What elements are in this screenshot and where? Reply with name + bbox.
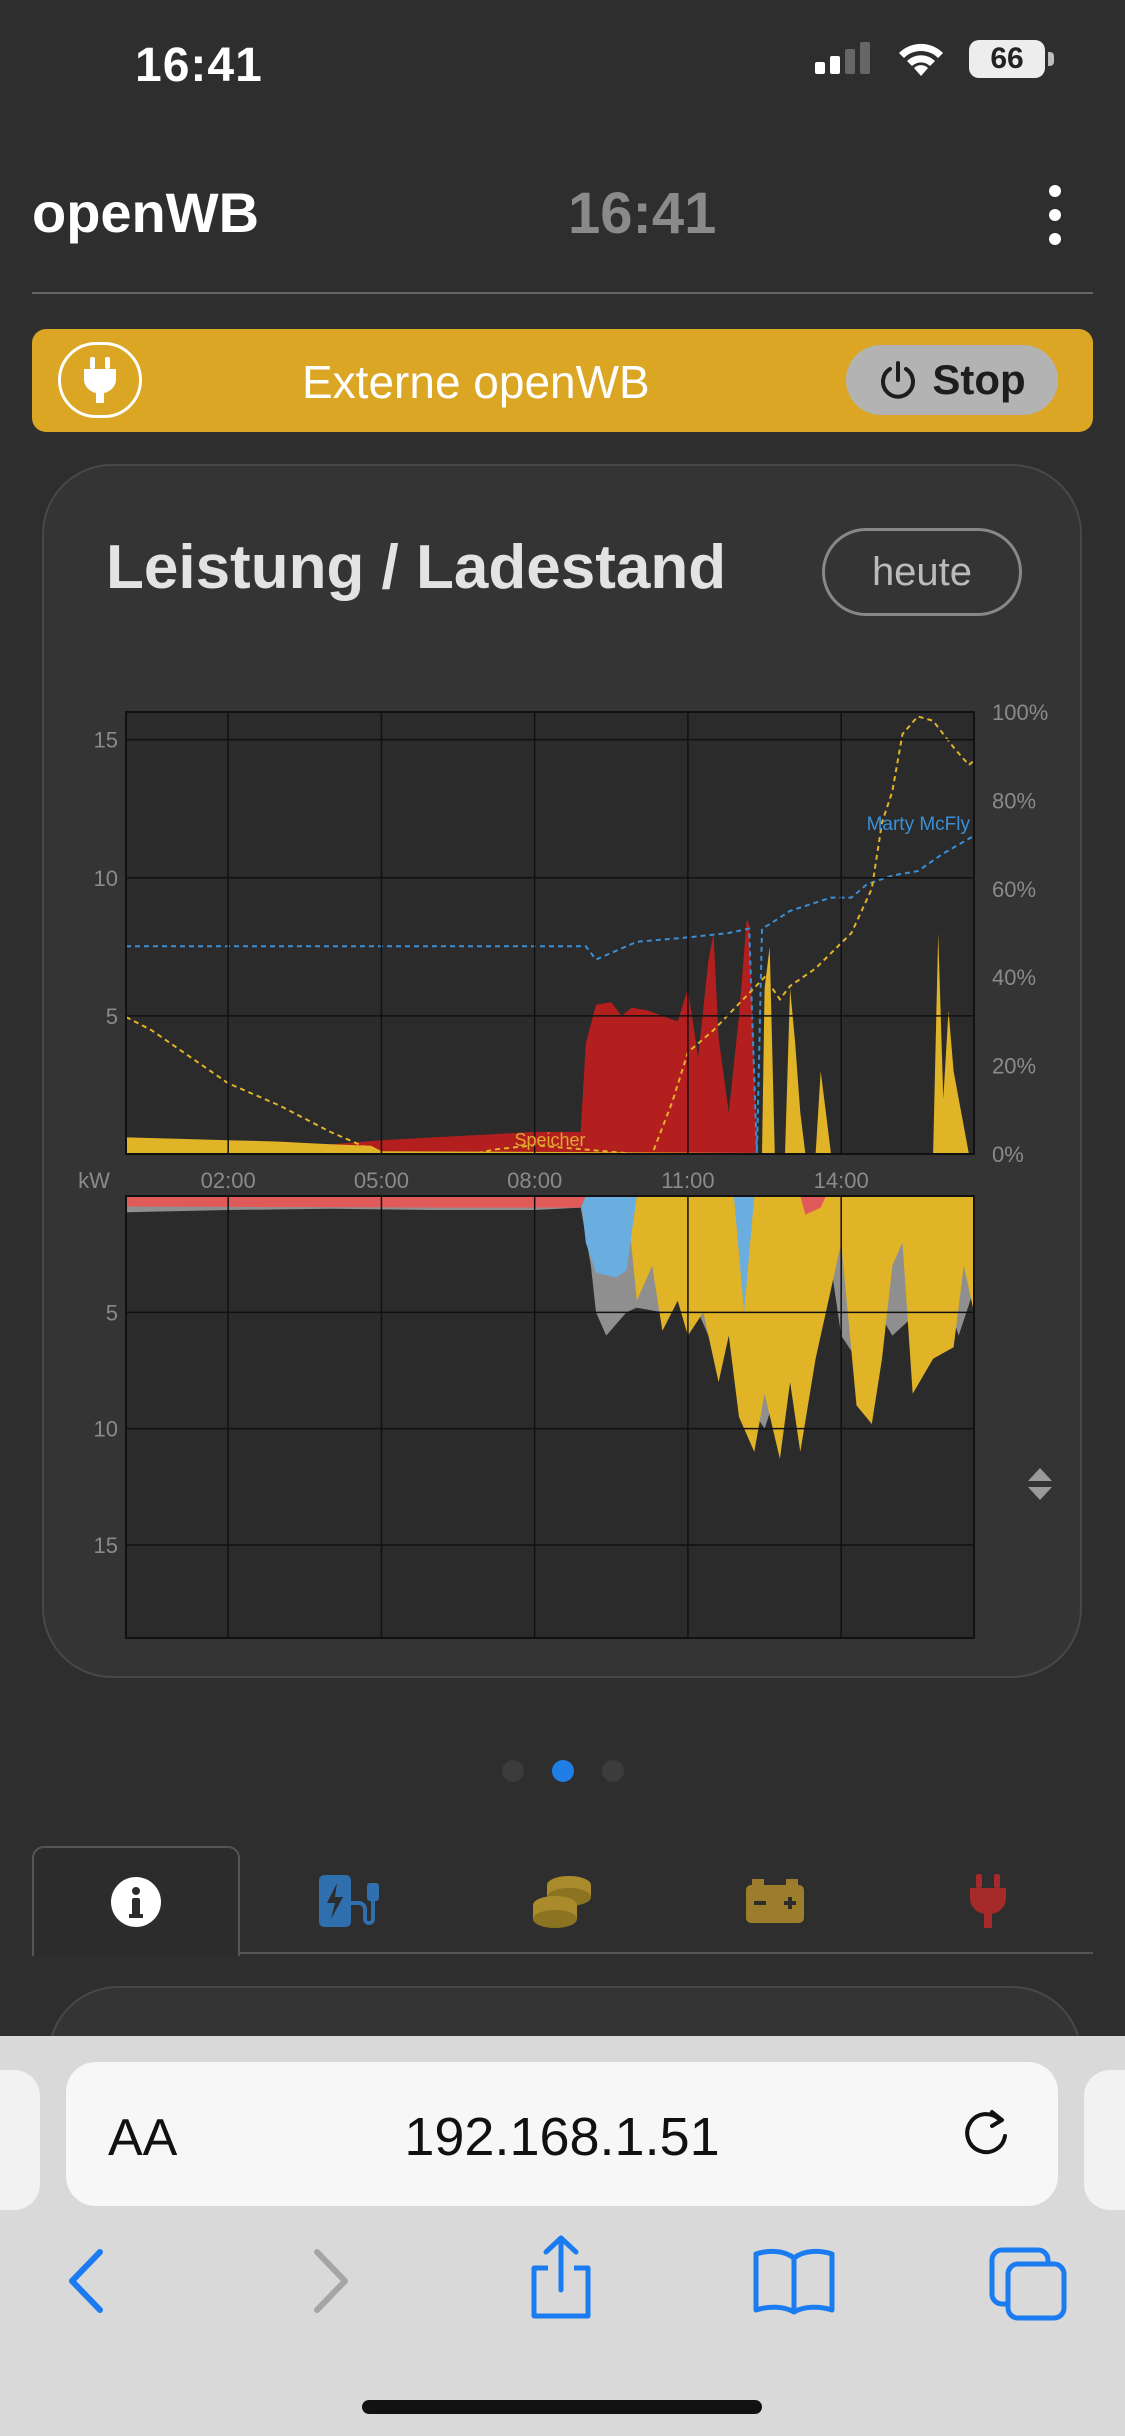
browser-nav (0, 2246, 1125, 2346)
stop-label: Stop (932, 356, 1025, 404)
battery-icon: 66 (969, 40, 1045, 78)
pager-dot[interactable] (602, 1760, 624, 1782)
soc-y-tick-label: 40% (992, 965, 1036, 990)
upper-y-tick-label: 5 (106, 1004, 118, 1029)
share-button[interactable] (526, 2234, 596, 2325)
series-label-speicher: Speicher (514, 1130, 585, 1150)
app-clock: 16:41 (568, 180, 716, 247)
header-divider (32, 292, 1093, 294)
back-button[interactable] (62, 2246, 112, 2321)
soc-y-tick-label: 0% (992, 1142, 1024, 1167)
upper-plot-area (126, 712, 974, 1154)
soc-y-tick-label: 100% (992, 700, 1048, 725)
soc-y-tick-label: 60% (992, 877, 1036, 902)
share-icon (526, 2234, 596, 2320)
address-bar[interactable]: AA 192.168.1.51 (66, 2062, 1058, 2206)
forward-button[interactable] (305, 2246, 355, 2321)
reload-icon[interactable] (956, 2104, 1016, 2164)
previous-tab-preview[interactable] (0, 2070, 40, 2210)
info-icon (110, 1876, 162, 1928)
power-icon (878, 360, 918, 400)
status-time: 16:41 (135, 38, 263, 93)
carousel-pager (0, 1760, 1125, 1782)
tab-charge-points[interactable] (245, 1846, 453, 1956)
tab-devices[interactable] (884, 1846, 1092, 1956)
pager-dot-active[interactable] (552, 1760, 574, 1782)
ev-charger-icon (317, 1873, 381, 1929)
chevron-left-icon (62, 2246, 112, 2316)
x-tick-label: 08:00 (507, 1168, 562, 1193)
unit-label: kW (78, 1168, 110, 1193)
book-icon (752, 2246, 836, 2316)
chart-card[interactable]: Leistung / Ladestand heute 02:00 05:00 08:… (42, 464, 1082, 1678)
upper-y-tick-label: 10 (94, 866, 118, 891)
status-icons: 66 (815, 40, 1045, 78)
plug-icon[interactable] (58, 342, 142, 418)
chevron-right-icon (305, 2246, 355, 2316)
cellular-signal-icon (815, 42, 873, 76)
tabs-button[interactable] (988, 2246, 1068, 2327)
x-tick-label: 02:00 (201, 1168, 256, 1193)
tab-info[interactable] (32, 1846, 240, 1956)
lower-y-tick-label: 10 (94, 1417, 118, 1442)
x-tick-label: 11:00 (661, 1168, 714, 1193)
kebab-menu-icon[interactable] (1040, 185, 1070, 245)
stop-button[interactable]: Stop (846, 345, 1058, 415)
upper-y-tick-label: 15 (94, 728, 118, 753)
power-soc-chart[interactable]: 02:00 05:00 08:00 11:00 14:00 5 10 15 0% 20% 40% 60… (44, 466, 1084, 1680)
lower-y-tick-label: 15 (94, 1533, 118, 1558)
sort-toggle-icon[interactable] (1025, 1466, 1055, 1502)
detail-tabs (32, 1846, 1093, 1956)
battery-icon (744, 1877, 806, 1925)
series-label-marty-mcfly: Marty McFly (867, 814, 971, 835)
browser-toolbar: AA 192.168.1.51 (0, 2036, 1125, 2436)
wifi-icon (895, 40, 947, 78)
next-tab-preview[interactable] (1084, 2070, 1125, 2210)
home-indicator (362, 2400, 762, 2414)
pager-dot[interactable] (502, 1760, 524, 1782)
x-tick-label: 14:00 (814, 1168, 869, 1193)
app-brand: openWB (32, 180, 259, 245)
tab-battery[interactable] (671, 1846, 879, 1956)
address-text[interactable]: 192.168.1.51 (66, 2106, 1058, 2168)
tabs-overview-icon (988, 2246, 1068, 2322)
status-bar: 16:41 66 (0, 0, 1125, 130)
plug-icon (966, 1872, 1010, 1930)
bookmarks-button[interactable] (752, 2246, 836, 2321)
lower-y-tick-label: 5 (106, 1300, 118, 1325)
coins-icon (531, 1873, 593, 1929)
x-tick-label: 05:00 (354, 1168, 409, 1193)
tab-tariffs[interactable] (458, 1846, 666, 1956)
charge-point-name: Externe openWB (302, 355, 650, 409)
app-bar: openWB 16:41 (0, 160, 1125, 290)
soc-y-tick-label: 80% (992, 788, 1036, 813)
charge-point-banner[interactable]: Externe openWB Stop (32, 329, 1093, 432)
soc-y-tick-label: 20% (992, 1054, 1036, 1079)
